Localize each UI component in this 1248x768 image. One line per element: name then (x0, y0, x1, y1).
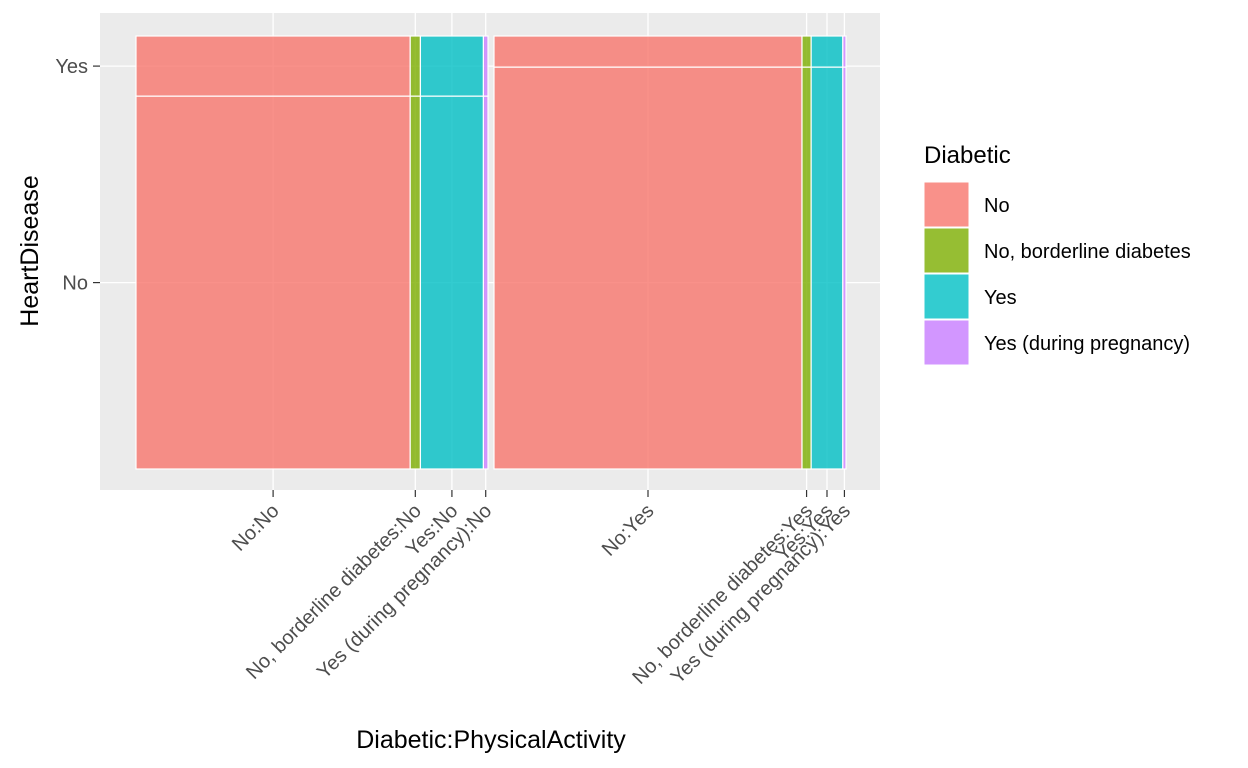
y-tick-label: Yes (55, 56, 88, 78)
legend-key (923, 319, 970, 366)
tile-heartdisease-no (842, 66, 847, 470)
tile-heartdisease-yes (482, 35, 489, 97)
tile-heartdisease-yes (801, 35, 812, 68)
tile-heartdisease-no (409, 95, 422, 470)
tile-heartdisease-yes (135, 35, 411, 97)
tile-heartdisease-no (801, 66, 812, 470)
tile-heartdisease-yes (842, 35, 847, 68)
tile-heartdisease-yes (419, 35, 485, 97)
tile-heartdisease-yes (409, 35, 422, 97)
legend-label: Yes (during pregnancy) (984, 333, 1190, 355)
legend: Diabetic No No, borderline diabetes Yes Yes… (923, 142, 1191, 366)
x-axis-title: Diabetic:PhysicalActivity (356, 726, 626, 754)
mosaic-tiles (135, 35, 847, 470)
legend-key (923, 273, 970, 320)
y-tick-label: No (62, 273, 88, 295)
legend-key (923, 227, 970, 274)
legend-label: Yes (984, 287, 1017, 309)
legend-label: No (984, 195, 1010, 217)
x-tick-label: No:No (228, 500, 284, 556)
legend-title: Diabetic (924, 142, 1011, 169)
x-tick-label: No, borderline diabetes:Yes (628, 500, 817, 689)
tile-heartdisease-yes (810, 35, 844, 68)
x-tick-label: Yes (during pregnancy):Yes (667, 500, 855, 688)
tile-heartdisease-no (493, 66, 803, 470)
tile-heartdisease-yes (493, 35, 803, 68)
tile-heartdisease-no (419, 95, 485, 470)
tile-heartdisease-no (482, 95, 489, 470)
x-tick-label: No:Yes (598, 500, 659, 561)
legend-label: No, borderline diabetes (984, 241, 1191, 263)
tile-heartdisease-no (810, 66, 844, 470)
legend-key (923, 181, 970, 228)
tile-heartdisease-no (135, 95, 411, 470)
y-axis-title: HeartDisease (16, 175, 44, 326)
